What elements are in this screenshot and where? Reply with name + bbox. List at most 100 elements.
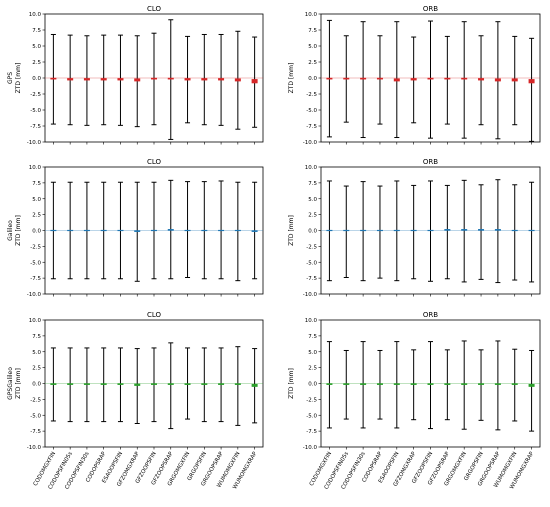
gal-clo-title: CLO [147,158,162,166]
gpsgal-orb-ytick-label: 5.0 [308,350,317,356]
gal-clo-mean-7 [167,229,174,231]
gal-clo-ytick-label: -5.0 [30,260,41,266]
gal-orb-mean-8 [461,229,468,231]
gal-clo-mean-9 [201,229,208,232]
gal-orb-ytick-label: -5.0 [306,260,317,266]
gal-orb-ytick-label: -10.0 [303,292,318,298]
gal-orb-ytick-label: 2.5 [308,213,317,219]
gpsgal-orb-title: ORB [423,311,438,319]
gal-clo-mean-4 [117,229,124,232]
gpsgal-orb-mean-1 [343,383,350,385]
gps-orb-mean-7 [444,77,451,80]
gal-clo-mean-2 [83,229,90,232]
gps-clo-ytick-label: -5.0 [30,108,41,114]
gps-orb-ytick-label: 2.5 [308,60,317,66]
gpsgal-clo-mean-12 [251,383,258,387]
gps-clo-mean-11 [234,78,241,82]
gpsgal-clo-ylabel: ZTD [mm] [15,368,22,399]
gal-clo-ylabel: ZTD [mm] [15,215,22,246]
gal-clo-ytick-label: 10.0 [29,165,42,171]
gal-orb-mean-10 [494,229,501,231]
gpsgal-clo-mean-7 [167,383,174,385]
gps-clo-mean-4 [117,78,124,81]
gps-clo-ytick-label: 10.0 [29,12,42,18]
gps-clo-mean-7 [167,77,174,80]
gpsgal-orb-mean-5 [410,383,417,385]
gal-orb-mean-1 [343,229,350,232]
gpsgal-clo-ytick-label: -7.5 [30,429,41,435]
gal-orb-mean-11 [511,229,518,232]
gps-orb-ytick-label: 5.0 [308,44,317,50]
gal-orb-title: ORB [423,158,438,166]
gps-orb-ytick-label: 0.0 [308,76,317,82]
gal-clo-mean-10 [218,229,225,232]
gpsgal-clo-row-label: GPSGalileo [7,367,14,400]
gps-orb-mean-2 [360,77,367,80]
gal-clo-row-label: Galileo [7,220,14,241]
gpsgal-orb-ytick-label: -5.0 [306,413,317,419]
gpsgal-clo-mean-0 [50,383,57,385]
gps-orb-ytick-label: -5.0 [306,108,317,114]
gpsgal-orb-ytick-label: 10.0 [305,318,318,324]
gps-clo-row-label: GPS [7,72,14,84]
gpsgal-clo-mean-9 [201,383,208,385]
gpsgal-clo-title: CLO [147,311,162,319]
gpsgal-orb-mean-12 [528,383,535,387]
gal-orb-mean-0 [326,229,333,232]
gpsgal-clo-mean-10 [218,383,225,385]
gps-orb-mean-5 [410,78,417,81]
gps-clo-ytick-label: 0.0 [32,76,41,82]
gal-clo-mean-0 [50,229,57,232]
gal-clo-mean-1 [67,229,74,232]
gpsgal-clo-ytick-label: 10.0 [29,318,42,324]
gpsgal-orb-mean-9 [478,383,485,385]
gps-orb-ytick-label: -10.0 [303,140,318,146]
gpsgal-clo-ytick-label: 0.0 [32,382,41,388]
gpsgal-clo-mean-3 [100,383,107,385]
gal-orb-ylabel: ZTD [mm] [288,215,295,246]
gpsgal-orb-ytick-label: 2.5 [308,366,317,372]
gal-orb-ytick-label: 7.5 [308,181,317,187]
gal-clo-ytick-label: 5.0 [32,197,41,203]
gal-clo-mean-3 [100,229,107,232]
gpsgal-clo-ytick-label: -5.0 [30,413,41,419]
gps-orb-mean-4 [393,78,400,82]
gal-orb-mean-9 [478,229,485,231]
gal-clo-ytick-label: -2.5 [30,244,41,250]
gps-clo-ytick-label: -10.0 [27,140,42,146]
gpsgal-orb-ytick-label: 0.0 [308,382,317,388]
gpsgal-orb-mean-2 [360,383,367,385]
gpsgal-clo-mean-4 [117,383,124,385]
gpsgal-orb-ytick-label: -10.0 [303,445,318,451]
gpsgal-clo-ytick-label: 5.0 [32,350,41,356]
gal-orb-mean-12 [528,229,535,232]
gps-orb-title: ORB [423,5,438,13]
gps-clo-mean-9 [201,78,208,81]
gps-clo-mean-8 [184,78,191,81]
gal-clo-ytick-label: 2.5 [32,213,41,219]
gps-clo-ytick-label: -7.5 [30,124,41,130]
gal-clo-mean-8 [184,229,191,232]
gps-clo-ytick-label: 7.5 [32,28,41,34]
gpsgal-clo-mean-2 [83,383,90,385]
gpsgal-orb-mean-10 [494,383,501,385]
gps-clo-ytick-label: -2.5 [30,92,41,98]
gal-clo-mean-12 [251,230,258,232]
gal-clo-ytick-label: -10.0 [27,292,42,298]
gal-orb-mean-7 [444,229,451,231]
gpsgal-clo-mean-8 [184,383,191,385]
gps-orb-mean-12 [528,79,535,84]
gal-clo-mean-5 [134,230,141,232]
gpsgal-clo-mean-11 [234,383,241,385]
gal-orb-mean-6 [427,229,434,232]
gpsgal-clo-ytick-label: 7.5 [32,334,41,340]
gal-orb-mean-3 [376,229,383,232]
gal-clo-mean-11 [234,229,241,232]
gal-clo-ytick-label: 0.0 [32,229,41,235]
gps-orb-mean-9 [478,78,485,81]
gps-clo-mean-5 [134,78,141,82]
gpsgal-orb-ytick-label: 7.5 [308,334,317,340]
gal-clo-mean-6 [151,229,157,232]
gpsgal-orb-mean-11 [511,383,518,385]
gal-orb-mean-2 [360,229,367,232]
